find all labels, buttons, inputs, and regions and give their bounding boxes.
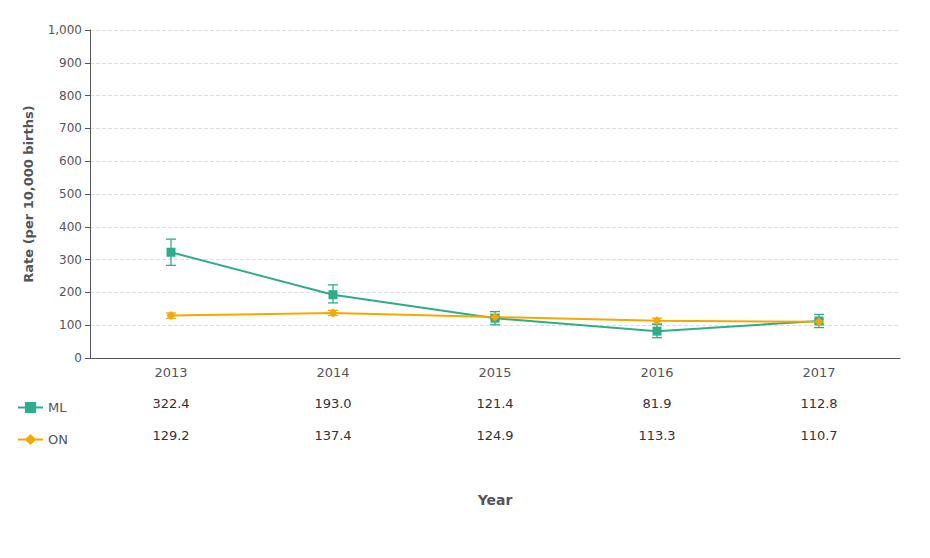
svg-text:124.9: 124.9 (476, 428, 513, 443)
svg-text:2013: 2013 (154, 365, 187, 380)
svg-text:ML: ML (48, 400, 67, 415)
svg-text:81.9: 81.9 (643, 396, 672, 411)
svg-text:Year: Year (477, 492, 513, 508)
svg-text:2016: 2016 (640, 365, 673, 380)
svg-text:500: 500 (59, 187, 82, 201)
svg-text:129.2: 129.2 (152, 428, 189, 443)
svg-text:121.4: 121.4 (476, 396, 513, 411)
svg-text:Rate (per 10,000 births): Rate (per 10,000 births) (21, 105, 36, 282)
svg-text:137.4: 137.4 (314, 428, 351, 443)
svg-text:200: 200 (59, 285, 82, 299)
svg-text:600: 600 (59, 154, 82, 168)
svg-text:300: 300 (59, 253, 82, 267)
svg-text:113.3: 113.3 (638, 428, 675, 443)
svg-text:800: 800 (59, 89, 82, 103)
svg-text:100: 100 (59, 318, 82, 332)
svg-text:0: 0 (74, 351, 82, 365)
svg-text:2015: 2015 (478, 365, 511, 380)
svg-text:193.0: 193.0 (314, 396, 351, 411)
svg-text:400: 400 (59, 220, 82, 234)
svg-text:2017: 2017 (802, 365, 835, 380)
svg-text:110.7: 110.7 (800, 428, 837, 443)
svg-text:ON: ON (48, 432, 68, 447)
svg-text:2014: 2014 (316, 365, 349, 380)
svg-text:700: 700 (59, 121, 82, 135)
svg-text:1,000: 1,000 (48, 23, 82, 37)
svg-text:900: 900 (59, 56, 82, 70)
svg-text:322.4: 322.4 (152, 396, 189, 411)
svg-text:112.8: 112.8 (800, 396, 837, 411)
